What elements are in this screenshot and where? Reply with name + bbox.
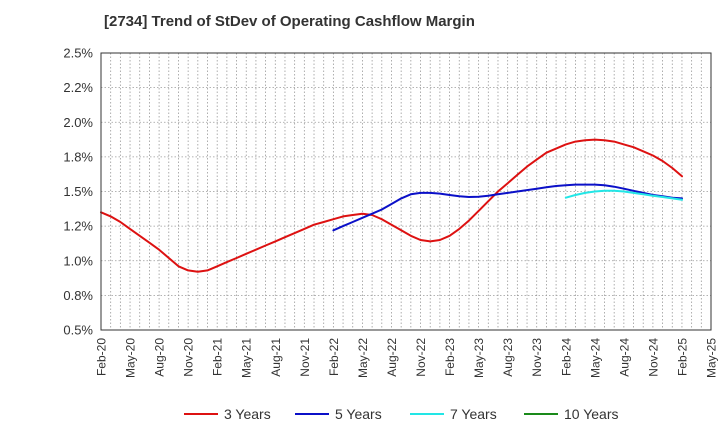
- x-tick-label: Aug-23: [501, 338, 515, 377]
- series-line-3-years: [100, 138, 683, 273]
- x-tick-label: Nov-20: [182, 338, 196, 377]
- x-axis-ticks: Feb-20 May-20 Aug-20 Nov-20 Feb-21 May-21 Aug-…: [95, 338, 719, 378]
- grid: [101, 53, 711, 330]
- x-tick-label: May-25: [705, 338, 719, 378]
- x-tick-label: Aug-20: [153, 338, 167, 377]
- x-tick-label: Feb-23: [443, 338, 457, 376]
- y-tick-label: 2.5%: [63, 46, 93, 61]
- series-line-5-years: [332, 183, 683, 232]
- x-tick-label: Nov-22: [414, 338, 428, 377]
- chart-title: [2734] Trend of StDev of Operating Cashf…: [104, 13, 475, 30]
- x-tick-label: Aug-21: [269, 338, 283, 377]
- x-tick-label: Nov-24: [646, 338, 660, 377]
- x-tick-label: May-24: [588, 338, 602, 378]
- x-tick-label: May-21: [240, 338, 254, 378]
- legend-label-5-years: 5 Years: [335, 406, 382, 422]
- y-tick-label: 1.8%: [63, 149, 93, 164]
- series-lines: [100, 138, 683, 273]
- x-tick-label: May-20: [124, 338, 138, 378]
- legend: 3 Years 5 Years 7 Years 10 Years: [184, 406, 619, 422]
- y-axis-ticks: 0.5% 0.8% 1.0% 1.2% 1.5% 1.8% 2.0% 2.2% 2.5%: [63, 46, 93, 338]
- y-tick-label: 0.8%: [63, 288, 93, 303]
- x-tick-label: Aug-22: [385, 338, 399, 377]
- x-tick-label: May-23: [472, 338, 486, 378]
- x-tick-label: Feb-24: [559, 338, 573, 376]
- x-tick-label: Nov-23: [530, 338, 544, 377]
- x-tick-label: Feb-20: [95, 338, 109, 376]
- plot-border: [100, 52, 712, 331]
- series-line-7-years: [564, 189, 683, 201]
- legend-label-7-years: 7 Years: [450, 406, 497, 422]
- legend-label-10-years: 10 Years: [564, 406, 619, 422]
- y-tick-label: 2.0%: [63, 115, 93, 130]
- y-tick-label: 1.0%: [63, 253, 93, 268]
- legend-label-3-years: 3 Years: [224, 406, 271, 422]
- x-tick-label: Nov-21: [298, 338, 312, 377]
- y-tick-label: 0.5%: [63, 323, 93, 338]
- x-tick-label: May-22: [356, 338, 370, 378]
- y-tick-label: 2.2%: [63, 80, 93, 95]
- y-tick-label: 1.2%: [63, 219, 93, 234]
- x-tick-label: Feb-25: [675, 338, 689, 376]
- x-tick-label: Feb-22: [327, 338, 341, 376]
- x-tick-label: Feb-21: [211, 338, 225, 376]
- y-tick-label: 1.5%: [63, 184, 93, 199]
- x-tick-label: Aug-24: [617, 338, 631, 377]
